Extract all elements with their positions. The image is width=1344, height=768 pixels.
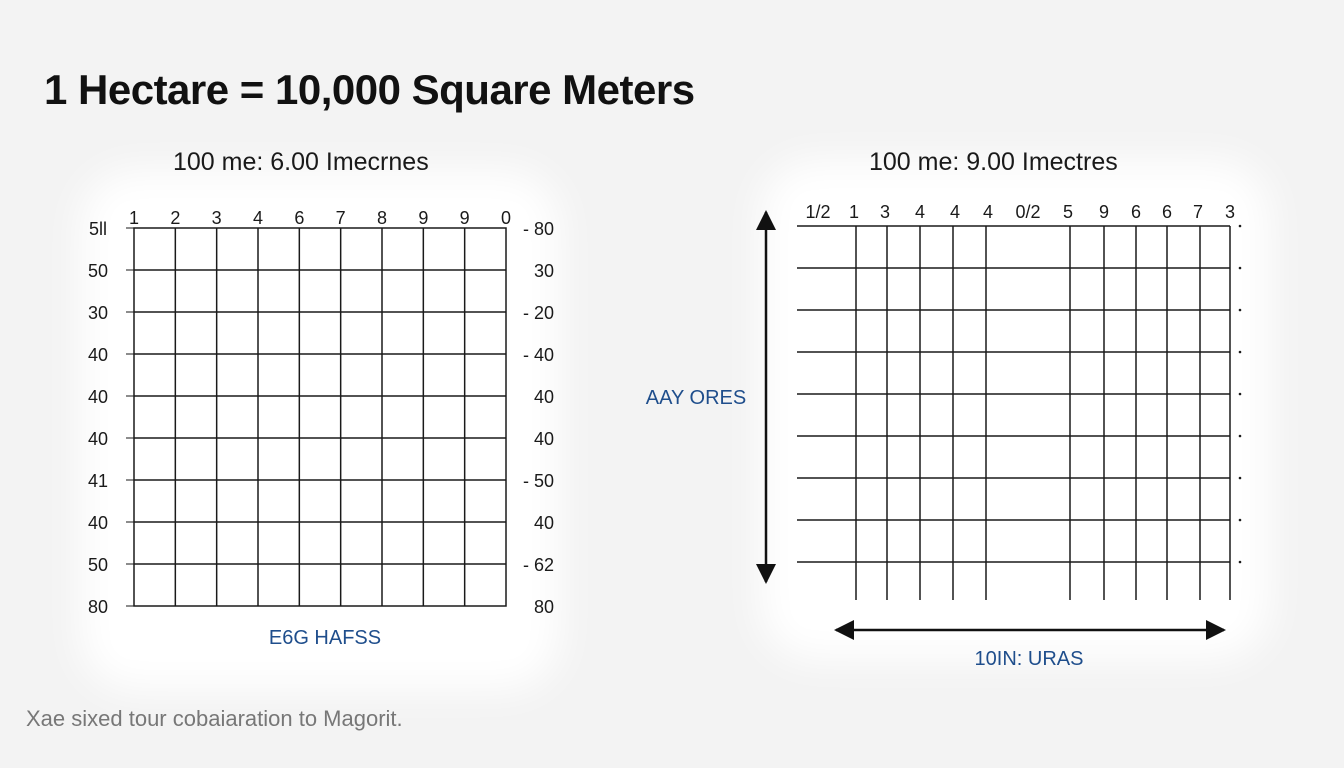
- left-top-label: 0: [501, 208, 511, 228]
- left-top-label: 2: [170, 208, 180, 228]
- right-top-label: 3: [880, 202, 890, 222]
- left-side-label: 50: [88, 261, 108, 281]
- right-grid-dot: [1238, 434, 1242, 438]
- right-grid-bottom-caption: 10IN: URAS: [975, 648, 1084, 670]
- left-side-label: 40: [88, 513, 108, 533]
- right-grid-dot: [1238, 224, 1242, 228]
- left-side-label: 40: [88, 429, 108, 449]
- right-grid-side-caption: AAY ORES: [646, 387, 746, 409]
- left-right-label: 40: [534, 429, 554, 449]
- right-top-label: 4: [983, 202, 993, 222]
- right-top-label: 3: [1225, 202, 1235, 222]
- footnote: Xae sixed tour cobaiaration to Magorit.: [26, 706, 403, 731]
- right-top-label: 5: [1063, 202, 1073, 222]
- right-top-label: 0/2: [1015, 202, 1040, 222]
- right-grid-dot: [1238, 518, 1242, 522]
- right-grid-dot: [1238, 560, 1242, 564]
- page-title: 1 Hectare = 10,000 Square Meters: [44, 66, 695, 113]
- left-grid-subtitle: 100 me: 6.00 Imecrnes: [173, 148, 429, 176]
- left-right-label: 40: [534, 513, 554, 533]
- left-grid-border: [133, 227, 507, 607]
- left-top-label: 6: [294, 208, 304, 228]
- left-side-label: 80: [88, 597, 108, 617]
- right-grid: 1/2 1 3 4 4 4 0/2 5 9 6 6 7 3: [797, 202, 1242, 600]
- right-top-label: 1: [849, 202, 859, 222]
- left-right-label: 30: [534, 261, 554, 281]
- left-top-label: 4: [253, 208, 263, 228]
- left-right-label: - 50: [523, 471, 554, 491]
- left-side-label: 30: [88, 303, 108, 323]
- left-side-label: 5ll: [89, 219, 107, 239]
- left-top-label: 9: [460, 208, 470, 228]
- left-right-label: - 20: [523, 303, 554, 323]
- left-side-label: 50: [88, 555, 108, 575]
- left-right-label: - 80: [523, 219, 554, 239]
- left-top-label: 9: [418, 208, 428, 228]
- right-grid-dot: [1238, 308, 1242, 312]
- left-right-label: - 62: [523, 555, 554, 575]
- left-right-label: 40: [534, 387, 554, 407]
- left-panel-background: [110, 200, 530, 660]
- right-top-label: 4: [915, 202, 925, 222]
- right-grid-dot: [1238, 350, 1242, 354]
- left-right-label: - 40: [523, 345, 554, 365]
- left-side-label: 40: [88, 345, 108, 365]
- left-right-label: 80: [534, 597, 554, 617]
- right-top-label: 1/2: [805, 202, 830, 222]
- left-top-label: 8: [377, 208, 387, 228]
- left-top-label: 7: [336, 208, 346, 228]
- left-side-label: 40: [88, 387, 108, 407]
- right-grid-dot: [1238, 392, 1242, 396]
- right-top-label: 7: [1193, 202, 1203, 222]
- right-grid-dot: [1238, 266, 1242, 270]
- left-side-label: 41: [88, 471, 108, 491]
- right-grid-subtitle: 100 me: 9.00 Imectres: [869, 148, 1118, 176]
- left-grid: 1 2 3 4 6 7 8 9 9 0 5ll 50 30 40 40 40 41 40 50 80 - 80 30 - 2…: [88, 208, 554, 617]
- right-top-label: 6: [1162, 202, 1172, 222]
- right-grid-dot: [1238, 476, 1242, 480]
- right-panel-background: [790, 190, 1240, 630]
- left-top-label: 3: [212, 208, 222, 228]
- right-top-label: 4: [950, 202, 960, 222]
- right-top-label: 9: [1099, 202, 1109, 222]
- left-grid-bottom-caption: E6G HAFSS: [269, 627, 381, 649]
- right-top-label: 6: [1131, 202, 1141, 222]
- left-top-label: 1: [129, 208, 139, 228]
